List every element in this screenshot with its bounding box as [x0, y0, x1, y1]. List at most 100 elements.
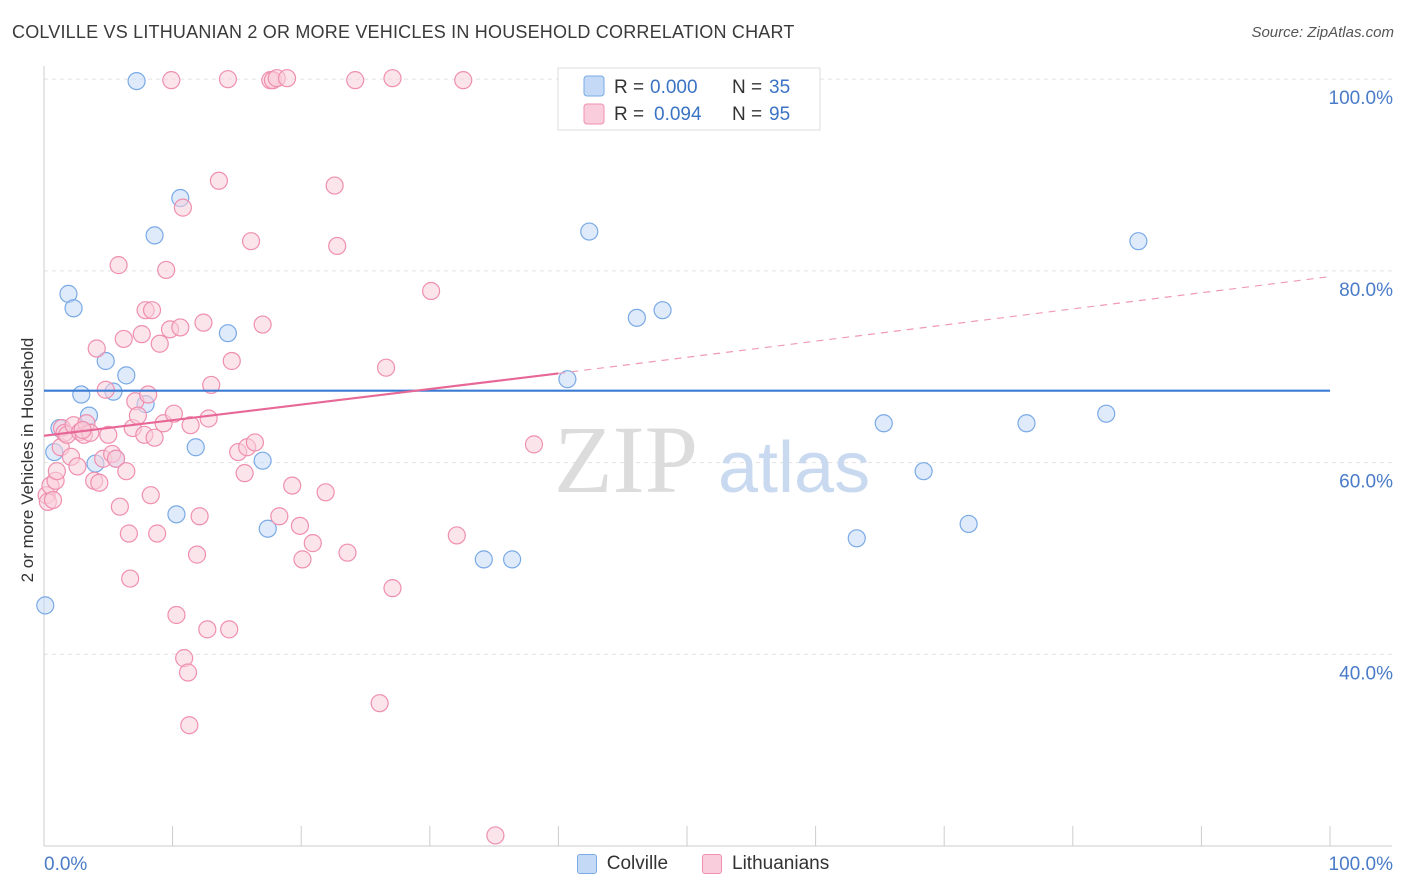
lithuanians-point	[290, 516, 310, 535]
watermark: ZIP atlas	[554, 406, 870, 513]
colville-point	[64, 299, 83, 318]
lithuanians-point	[171, 318, 190, 337]
legend-swatch-lithuanians	[702, 854, 723, 874]
lithuanians-point	[117, 462, 136, 481]
colville-point	[96, 351, 115, 371]
lithuanians-point	[68, 457, 87, 476]
lithuanians-point	[338, 543, 357, 562]
trend-lines	[43, 276, 1331, 437]
legend-item-colville: Colville	[576, 851, 669, 877]
lithuanians-point	[148, 524, 167, 543]
colville-point	[145, 226, 164, 245]
lithuanians-point	[110, 497, 129, 516]
lithuanians-point	[128, 406, 147, 425]
colville-point	[258, 519, 277, 538]
legend-n-label: N =	[732, 77, 762, 98]
chart-title: COLVILLE VS LITHUANIAN 2 OR MORE VEHICLE…	[12, 22, 795, 42]
lithuanians-point	[190, 507, 209, 526]
lithuanians-point	[43, 490, 63, 510]
lithuanians-point	[187, 545, 207, 564]
lithuanians-point	[173, 198, 192, 217]
lithuanians-point	[114, 329, 133, 349]
colville-point	[253, 451, 272, 470]
legend-n-label: N =	[732, 104, 762, 125]
lithuanians-point	[145, 428, 164, 447]
lithuanians-point	[220, 620, 239, 639]
lithuanians-point	[178, 663, 198, 682]
gridlines	[44, 78, 1392, 655]
legend-swatch-colville	[576, 854, 597, 874]
legend-r-label: R =	[614, 77, 644, 98]
legend-n-value: 95	[769, 104, 790, 125]
lithuanians-point	[524, 435, 544, 454]
lithuanians-point	[164, 404, 183, 423]
lithuanians-point	[245, 433, 265, 452]
colville-point	[1017, 414, 1036, 433]
lithuanians-point	[316, 483, 335, 502]
lithuanians-point	[139, 385, 158, 404]
y-tick-label: 60.0%	[1339, 472, 1393, 493]
axes	[43, 66, 1392, 847]
x-tick-label: 100.0%	[1329, 854, 1394, 875]
y-tick-label: 40.0%	[1339, 663, 1393, 684]
lithuanians-point	[222, 351, 241, 371]
lithuanians-point	[150, 334, 169, 353]
lithuanians-point	[486, 826, 505, 845]
lithuanians-point	[303, 534, 322, 553]
lithuanians-point	[99, 425, 118, 444]
lithuanians-trend-line	[43, 372, 559, 437]
legend-item-lithuanians: Lithuanians	[702, 851, 829, 877]
colville-point	[874, 414, 893, 433]
lithuanians-point	[47, 462, 66, 481]
correlation-legend: R = 0.000 N = 35 R = 0.094 N = 95	[557, 67, 821, 131]
lithuanians-point	[370, 694, 389, 713]
lithuanians-point	[141, 486, 160, 505]
lithuanians-point	[270, 507, 289, 526]
lithuanians-point	[162, 71, 181, 90]
lithuanians-point	[218, 70, 237, 89]
colville-point	[36, 596, 55, 615]
lithuanians-point	[180, 716, 199, 735]
colville-point	[1129, 232, 1148, 251]
lithuanians-point	[199, 409, 218, 428]
legend-n-value: 35	[769, 77, 790, 98]
x-tick-labels: 0.0% 100.0%	[44, 854, 1393, 875]
x-tick-label: 0.0%	[44, 854, 87, 875]
lithuanians-point	[383, 69, 402, 88]
lithuanians-point	[421, 281, 441, 301]
colville-point	[167, 505, 186, 524]
legend-swatch-lithuanians	[583, 103, 605, 125]
legend-label-colville: Colville	[606, 853, 669, 874]
lithuanians-point	[328, 236, 347, 256]
colville-point	[653, 301, 672, 320]
lithuanians-point	[167, 605, 186, 625]
lithuanians-point	[202, 375, 221, 395]
lithuanians-point	[194, 313, 213, 332]
legend-r-value: 0.000	[650, 77, 698, 98]
lithuanians-point	[241, 232, 261, 251]
legend-label-lithuanians: Lithuanians	[732, 853, 830, 874]
lithuanians-point	[109, 256, 128, 275]
source-label: Source: ZipAtlas.com	[1251, 24, 1394, 41]
legend-r-label: R =	[614, 104, 644, 125]
colville-point	[127, 71, 146, 91]
legend-r-value: 0.094	[654, 104, 702, 125]
lithuanians-point	[346, 71, 365, 90]
lithuanians-point	[277, 69, 297, 88]
colville-point	[218, 324, 237, 343]
y-axis-label: 2 or more Vehicles in Household	[18, 337, 37, 583]
lithuanians-point	[253, 315, 272, 334]
lithuanians-trend-extension	[558, 276, 1331, 375]
lithuanians-point	[293, 550, 312, 569]
lithuanians-point	[325, 176, 344, 195]
lithuanians-point	[181, 416, 200, 435]
lithuanians-point	[235, 464, 254, 483]
series-legend: Colville Lithuanians	[0, 851, 1406, 877]
lithuanians-point	[209, 171, 228, 190]
lithuanians-point	[157, 260, 176, 280]
lithuanians-point	[119, 524, 138, 543]
lithuanians-point	[106, 449, 126, 468]
colville-point	[117, 366, 136, 385]
lithuanians-point	[87, 339, 106, 358]
colville-point	[1097, 404, 1116, 423]
